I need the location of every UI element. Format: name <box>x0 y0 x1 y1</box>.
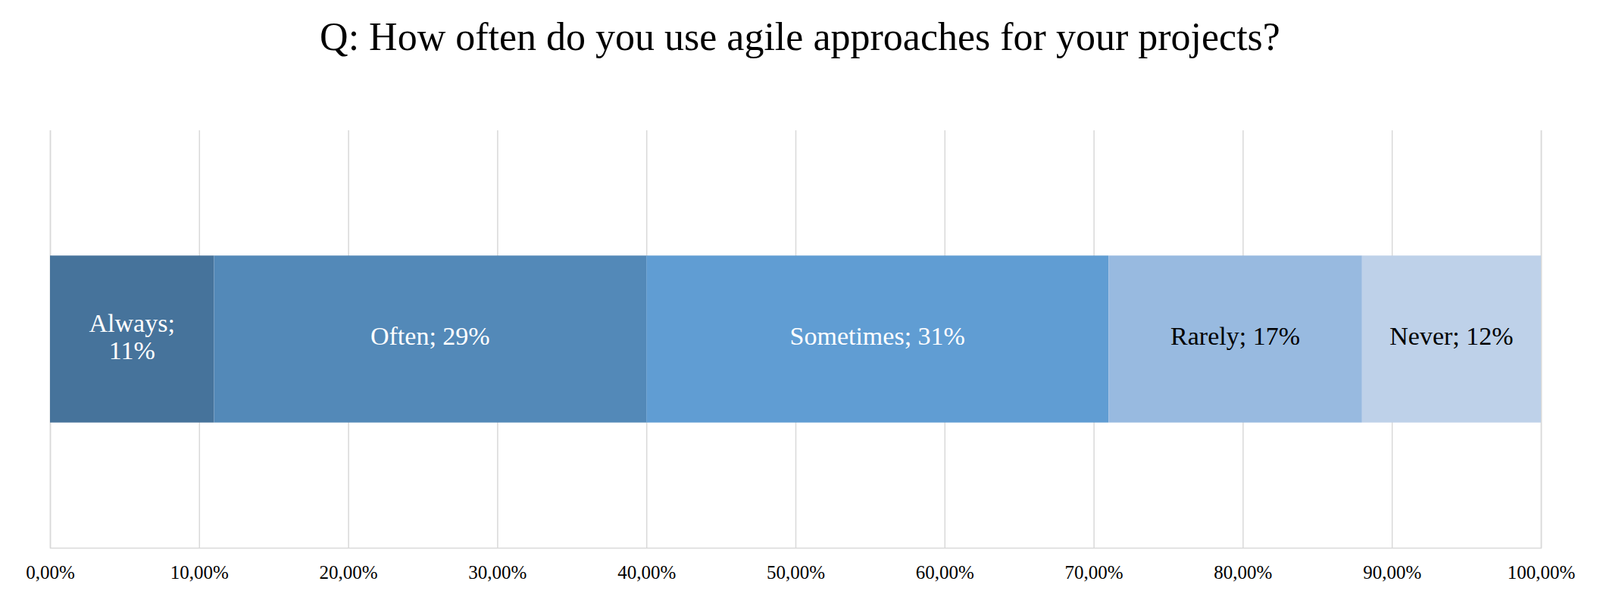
bar-segment: Rarely <box>1108 255 1363 422</box>
x-tick-label: 90,00% <box>1362 562 1422 583</box>
bar-segment: Always <box>50 255 214 422</box>
x-tick-label: 70,00% <box>1065 562 1124 583</box>
bar-segment: Sometimes <box>646 255 1109 422</box>
x-tick-label: 100,00% <box>1507 562 1576 583</box>
bar-segment: Never <box>1362 255 1541 422</box>
bars: AlwaysOftenSometimesRarelyNever <box>50 255 1541 422</box>
data-label: Sometimes; 31% <box>790 321 966 350</box>
data-labels: Always;11% Often; 29% Sometimes; 31% Rarely… <box>89 308 1514 364</box>
x-tick-label: 20,00% <box>319 562 379 583</box>
title: Q: How often do you use agile approaches… <box>319 15 1281 59</box>
bar-segment: Often <box>213 255 647 422</box>
data-label: Always;11% <box>89 308 175 364</box>
x-tick-label: 0,00% <box>25 562 75 583</box>
x-tick-label: 50,00% <box>766 562 825 583</box>
x-tick-label: 10,00% <box>170 562 229 583</box>
data-label: Never; 12% <box>1389 321 1513 350</box>
data-label: Often; 29% <box>370 321 491 350</box>
x-tick-label: 40,00% <box>617 562 676 583</box>
data-label: Rarely; 17% <box>1170 321 1300 350</box>
x-tick-label: 30,00% <box>468 562 527 583</box>
chart: Q: How often do you use agile approaches… <box>0 0 1600 597</box>
x-axis-line <box>50 130 1542 549</box>
x-tick-label: 80,00% <box>1213 562 1272 583</box>
x-axis: 0,00% 10,00% 20,00% 30,00% 40,00% 50,00% 60,00… <box>25 130 1575 583</box>
x-tick-label: 60,00% <box>915 562 975 583</box>
